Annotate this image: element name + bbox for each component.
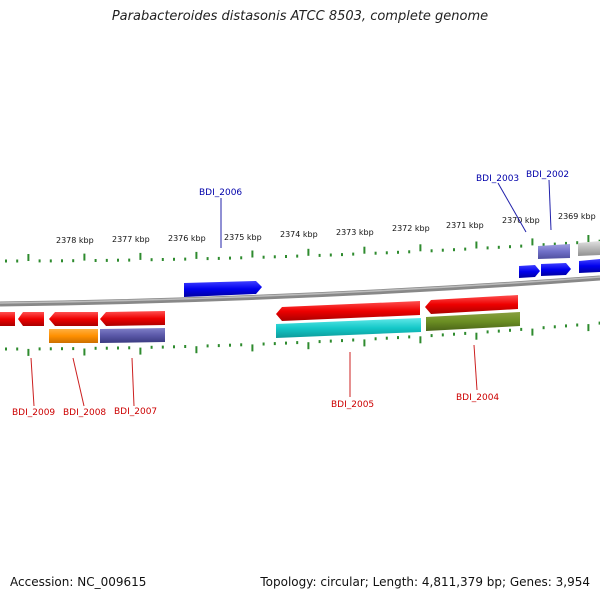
reverse-strand-genes bbox=[0, 295, 520, 343]
gene-box[interactable] bbox=[276, 318, 421, 338]
leader-line-bdi-2008 bbox=[72, 357, 85, 407]
gene-label-bdi-2002[interactable]: BDI_2002 bbox=[526, 170, 569, 180]
gene-arrow-bdi-2007[interactable] bbox=[100, 311, 165, 326]
leader-line-bdi-2007 bbox=[131, 357, 135, 407]
tick-label: 2372 kbp bbox=[392, 224, 430, 233]
gene-label-bdi-2003[interactable]: BDI_2003 bbox=[476, 174, 519, 184]
inner-scale-ticks bbox=[5, 321, 600, 356]
gene-arrow[interactable] bbox=[519, 265, 540, 278]
scale-tick-labels: 2378 kbp 2377 kbp 2376 kbp 2375 kbp 2374… bbox=[56, 212, 596, 245]
leader-line-bdi-2002 bbox=[548, 179, 552, 231]
gene-arrow-bdi-2006[interactable] bbox=[184, 281, 262, 297]
gene-arrow-bdi-2003[interactable] bbox=[541, 263, 571, 276]
gene-arrow-bdi-2008[interactable] bbox=[49, 312, 98, 326]
outer-scale-ticks bbox=[5, 235, 600, 263]
label-leader-lines bbox=[30, 179, 552, 407]
tick-label: 2378 kbp bbox=[56, 236, 94, 245]
leader-line-bdi-2003 bbox=[497, 182, 527, 233]
tick-label: 2369 kbp bbox=[558, 212, 596, 221]
gene-labels: BDI_2006 BDI_2003 BDI_2002 BDI_2009 BDI_… bbox=[12, 170, 569, 418]
genome-backbone-highlight bbox=[0, 276, 600, 304]
forward-strand-genes bbox=[184, 241, 600, 297]
gene-label-bdi-2004[interactable]: BDI_2004 bbox=[456, 393, 499, 403]
genome-backbone bbox=[0, 275, 600, 307]
tick-label: 2375 kbp bbox=[224, 233, 262, 242]
map-title: Parabacteroides distasonis ATCC 8503, co… bbox=[111, 9, 489, 24]
genome-info-text: Topology: circular; Length: 4,811,379 bp… bbox=[260, 575, 590, 589]
gene-arrow[interactable] bbox=[579, 259, 600, 273]
gene-box[interactable] bbox=[426, 312, 520, 331]
gene-label-bdi-2007[interactable]: BDI_2007 bbox=[114, 407, 157, 417]
gene-box[interactable] bbox=[100, 328, 165, 343]
tick-label: 2377 kbp bbox=[112, 235, 150, 244]
leader-line-bdi-2004 bbox=[473, 344, 478, 391]
gene-arrow-bdi-2009[interactable] bbox=[18, 312, 44, 326]
gene-label-bdi-2005[interactable]: BDI_2005 bbox=[331, 400, 374, 410]
gene-box-bdi-2002[interactable] bbox=[538, 244, 570, 259]
gene-label-bdi-2009[interactable]: BDI_2009 bbox=[12, 408, 55, 418]
gene-box[interactable] bbox=[578, 241, 600, 256]
gene-label-bdi-2006[interactable]: BDI_2006 bbox=[199, 188, 242, 198]
tick-label: 2374 kbp bbox=[280, 230, 318, 239]
gene-arrow-bdi-2005[interactable] bbox=[276, 301, 420, 321]
tick-label: 2376 kbp bbox=[168, 234, 206, 243]
accession-text: Accession: NC_009615 bbox=[10, 575, 147, 589]
tick-label: 2373 kbp bbox=[336, 228, 374, 237]
gene-box[interactable] bbox=[49, 329, 98, 343]
tick-label: 2370 kbp bbox=[502, 216, 540, 225]
gene-label-bdi-2008[interactable]: BDI_2008 bbox=[63, 408, 106, 418]
gene-arrow-bdi-2004[interactable] bbox=[425, 295, 518, 314]
gene-arrow[interactable] bbox=[0, 312, 15, 326]
tick-label: 2371 kbp bbox=[446, 221, 484, 230]
leader-line-bdi-2009 bbox=[30, 357, 35, 407]
